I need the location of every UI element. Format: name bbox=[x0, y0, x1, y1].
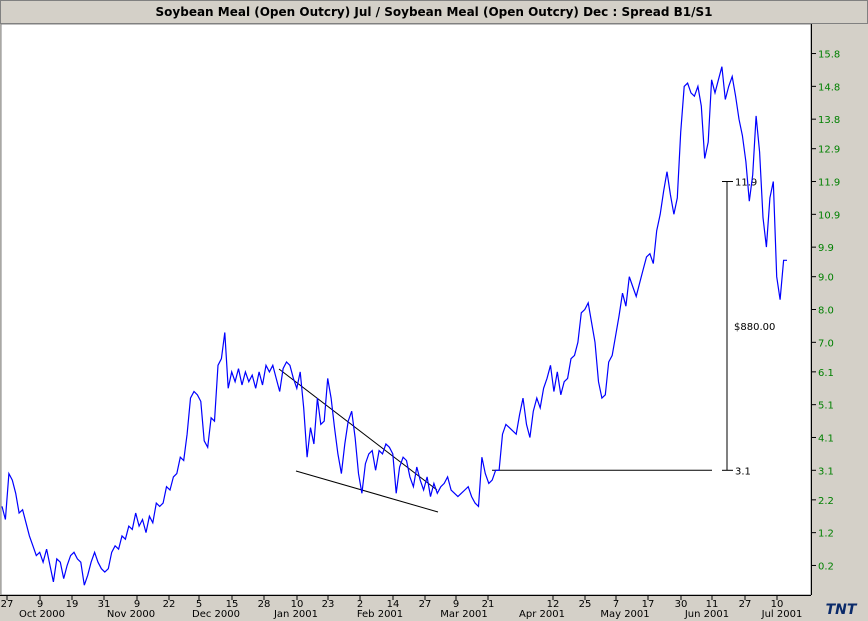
x-month-label: Dec 2000 bbox=[192, 609, 240, 620]
x-day-tick-label: 15 bbox=[226, 599, 239, 610]
y-tick-label: 12.9 bbox=[818, 145, 840, 156]
x-day-tick-label: 11 bbox=[706, 599, 719, 610]
x-day-tick-label: 5 bbox=[196, 599, 202, 610]
tnt-logo-text: TNT bbox=[826, 602, 858, 618]
x-month-label: Oct 2000 bbox=[19, 609, 65, 620]
x-month-label: Apr 2001 bbox=[519, 609, 565, 620]
x-day-tick-label: 9 bbox=[37, 599, 43, 610]
x-day-tick-label: 9 bbox=[134, 599, 140, 610]
x-day-tick-label: 14 bbox=[387, 599, 400, 610]
range-value-label: $880.00 bbox=[734, 322, 775, 333]
spread-chart: 0.2 1.2 2.2 3.1 4.1 5.1 6.1 7.0 8.0 9.0 9.9 10.9 11.… bbox=[0, 24, 868, 621]
x-month-label: Nov 2000 bbox=[107, 609, 155, 620]
x-day-tick-label: 22 bbox=[163, 599, 176, 610]
x-day-tick-label: 30 bbox=[675, 599, 688, 610]
x-day-tick-label: 27 bbox=[419, 599, 432, 610]
x-month-label: Jul 2001 bbox=[761, 609, 803, 620]
y-tick-label: 3.1 bbox=[818, 466, 834, 477]
x-day-tick-label: 10 bbox=[771, 599, 784, 610]
x-axis-panel bbox=[0, 595, 868, 621]
y-tick-label: 4.1 bbox=[818, 433, 834, 444]
x-day-tick-label: 9 bbox=[453, 599, 459, 610]
y-tick-label: 9.9 bbox=[818, 243, 834, 254]
y-tick-label: 2.2 bbox=[818, 496, 834, 507]
y-tick-label: 6.1 bbox=[818, 368, 834, 379]
x-day-tick-label: 31 bbox=[98, 599, 111, 610]
range-low-label: 3.1 bbox=[735, 466, 751, 477]
x-day-tick-label: 17 bbox=[642, 599, 655, 610]
x-month-label: Jan 2001 bbox=[273, 609, 318, 620]
y-axis-panel bbox=[811, 24, 868, 595]
y-tick-label: 9.0 bbox=[818, 273, 834, 284]
x-month-label: Feb 2001 bbox=[357, 609, 403, 620]
x-month-label: May 2001 bbox=[600, 609, 649, 620]
x-day-tick-label: 2 bbox=[357, 599, 363, 610]
y-tick-label: 14.8 bbox=[818, 82, 840, 93]
y-tick-label: 13.8 bbox=[818, 115, 840, 126]
x-day-tick-label: 27 bbox=[739, 599, 752, 610]
x-day-tick-label: 7 bbox=[613, 599, 619, 610]
x-day-tick-label: 19 bbox=[66, 599, 79, 610]
y-tick-label: 1.2 bbox=[818, 529, 834, 540]
tnt-logo: TNT bbox=[814, 598, 866, 620]
trendline-lower bbox=[295, 470, 439, 513]
y-tick-label: 10.9 bbox=[818, 210, 840, 221]
y-tick-label: 5.1 bbox=[818, 401, 834, 412]
y-tick-label: 15.8 bbox=[818, 50, 840, 61]
y-tick-label: 8.0 bbox=[818, 306, 834, 317]
range-high-label: 11.9 bbox=[735, 178, 757, 189]
y-tick-label: 0.2 bbox=[818, 561, 834, 572]
x-day-tick-label: 23 bbox=[322, 599, 335, 610]
x-day-tick-label: 21 bbox=[482, 599, 495, 610]
x-day-tick-label: 28 bbox=[258, 599, 271, 610]
x-day-tick-label: 12 bbox=[547, 599, 560, 610]
plot-background bbox=[0, 24, 812, 596]
spread-series-line bbox=[1, 66, 787, 586]
x-month-label: Mar 2001 bbox=[440, 609, 488, 620]
y-tick-label: 7.0 bbox=[818, 338, 834, 349]
x-day-tick-label: 27 bbox=[1, 599, 14, 610]
chart-title: Soybean Meal (Open Outcry) Jul / Soybean… bbox=[0, 0, 868, 24]
x-day-tick-label: 10 bbox=[291, 599, 304, 610]
x-day-tick-label: 25 bbox=[579, 599, 592, 610]
y-tick-label: 11.9 bbox=[818, 178, 840, 189]
x-month-label: Jun 2001 bbox=[684, 609, 729, 620]
trendline-upper bbox=[278, 368, 438, 491]
